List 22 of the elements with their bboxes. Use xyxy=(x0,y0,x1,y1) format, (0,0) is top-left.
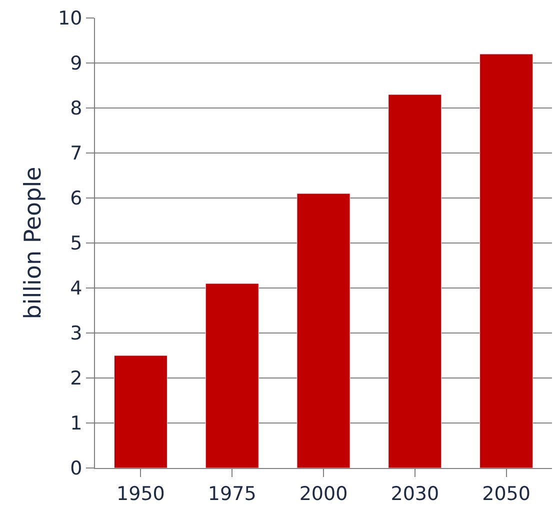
x-tick-label: 2000 xyxy=(299,482,348,505)
y-tick-label: 0 xyxy=(70,458,82,480)
x-tick-label: 1975 xyxy=(208,482,256,505)
y-tick-label: 10 xyxy=(58,8,82,30)
y-tick-label: 3 xyxy=(70,322,82,345)
bar xyxy=(114,355,168,468)
bar xyxy=(388,94,442,468)
y-axis-title: billion People xyxy=(20,166,46,320)
bar xyxy=(296,193,350,468)
x-tick-label: 2050 xyxy=(482,482,530,505)
y-tick-label: 8 xyxy=(70,98,82,120)
y-tick-label: 9 xyxy=(70,52,82,75)
bar xyxy=(480,54,534,468)
y-tick-label: 1 xyxy=(70,412,82,435)
bar xyxy=(205,283,259,468)
y-tick-label: 7 xyxy=(70,142,82,165)
y-tick-label: 5 xyxy=(70,232,82,255)
x-tick-label: 2030 xyxy=(390,482,440,505)
y-tick-label: 4 xyxy=(70,278,82,300)
y-tick-label: 6 xyxy=(70,188,82,210)
x-tick-label: 1950 xyxy=(116,482,165,505)
y-tick-label: 2 xyxy=(70,368,82,390)
